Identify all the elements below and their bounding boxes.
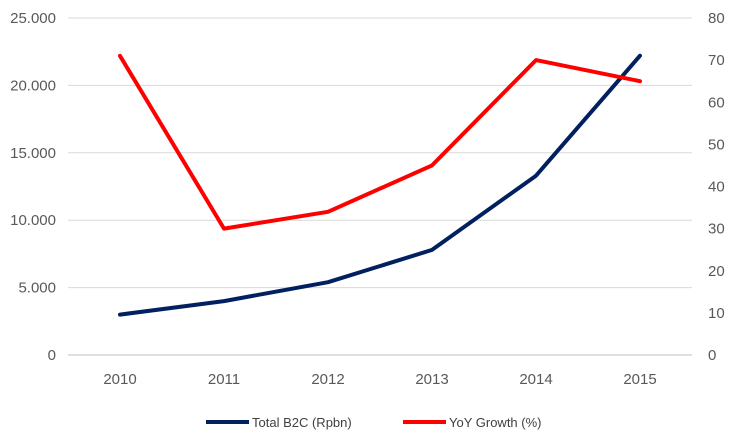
right-axis-tick-label: 80: [708, 10, 725, 27]
x-axis-tick-label: 2012: [311, 371, 344, 388]
x-axis-tick-label: 2015: [623, 371, 656, 388]
series-line-total-b2c: [118, 53, 642, 317]
x-axis-tick-label: 2014: [519, 371, 552, 388]
left-axis-tick-label: 0: [48, 347, 56, 364]
left-axis-tick-label: 20.000: [10, 77, 56, 94]
right-axis-ticks: 0 10 20 30 40 50 60 70 80: [708, 10, 725, 364]
right-axis-tick-label: 50: [708, 136, 725, 153]
x-axis-tick-label: 2013: [415, 371, 448, 388]
right-axis-tick-label: 70: [708, 52, 725, 69]
x-axis-tick-label: 2010: [103, 371, 136, 388]
legend: Total B2C (Rpbn) YoY Growth (%): [206, 415, 542, 430]
right-axis-tick-label: 20: [708, 263, 725, 280]
legend-label-yoy-growth: YoY Growth (%): [449, 415, 542, 430]
x-axis-tick-label: 2011: [208, 371, 240, 388]
legend-label-total-b2c: Total B2C (Rpbn): [252, 415, 352, 430]
left-axis-tick-label: 25.000: [10, 10, 56, 27]
series-lines: [118, 53, 642, 317]
x-axis-ticks: 2010 2011 2012 2013 2014 2015: [103, 371, 656, 388]
left-axis-tick-label: 10.000: [10, 212, 56, 229]
gridlines: [68, 17, 692, 356]
right-axis-tick-label: 10: [708, 305, 725, 322]
right-axis-tick-label: 60: [708, 94, 725, 111]
series-line-yoy-growth: [118, 53, 642, 231]
right-axis-tick-label: 40: [708, 179, 725, 196]
right-axis-tick-label: 30: [708, 221, 725, 238]
right-axis-tick-label: 0: [708, 347, 716, 364]
left-axis-ticks: 0 5.000 10.000 15.000 20.000 25.000: [10, 10, 56, 364]
left-axis-tick-label: 15.000: [10, 145, 56, 162]
left-axis-tick-label: 5.000: [18, 280, 56, 297]
